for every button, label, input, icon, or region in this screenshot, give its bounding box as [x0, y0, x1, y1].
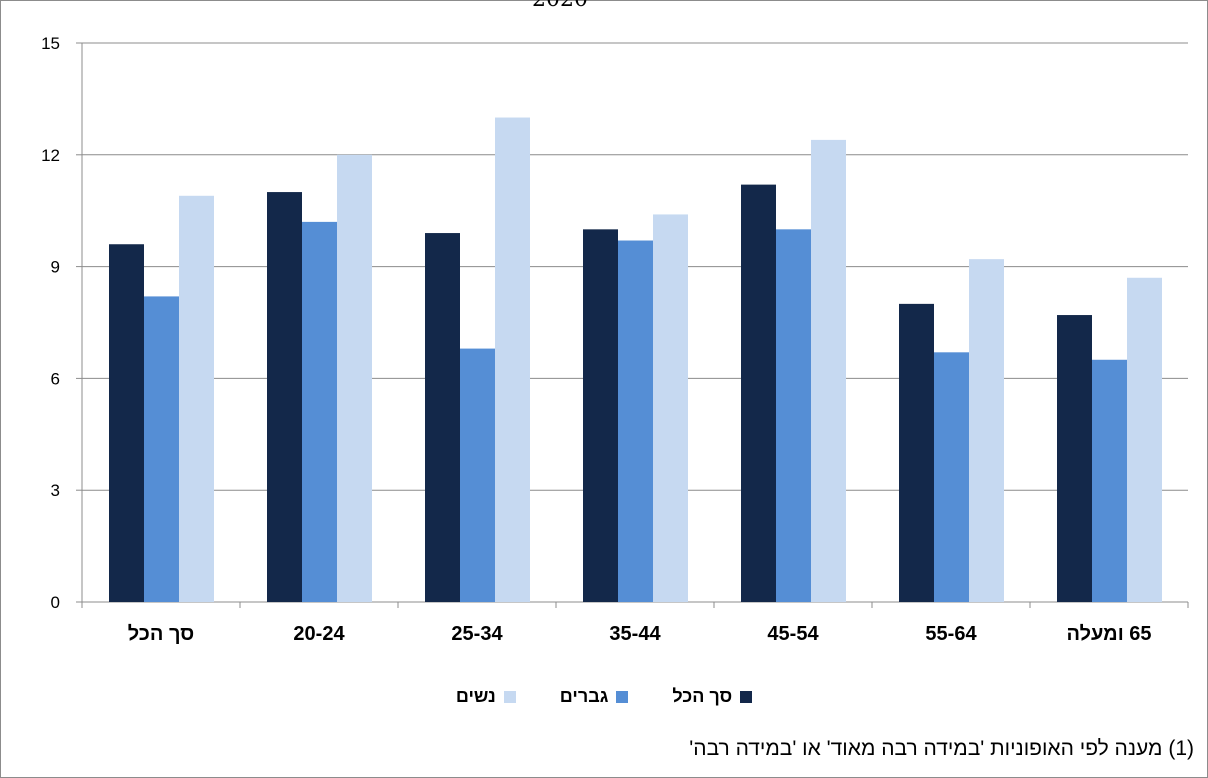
bar [899, 303, 934, 602]
x-tick-label: 55-64 [925, 623, 977, 645]
footnote: (1) מענה לפי האופוניות 'במידה רבה מאוד' … [689, 737, 1194, 760]
legend-swatch-women [503, 690, 516, 703]
legend-swatch-total [740, 690, 753, 703]
legend-swatch-men [616, 690, 629, 703]
bar [1127, 277, 1162, 602]
legend: סך הכל גברים נשים [0, 686, 1208, 707]
bar [776, 229, 811, 603]
bar [302, 221, 337, 602]
bar [653, 214, 688, 602]
y-tick-label: 12 [41, 146, 60, 165]
bar [144, 296, 179, 602]
bar [1092, 359, 1127, 602]
x-tick-label: סך הכל [128, 623, 194, 645]
x-tick-label: 20-24 [293, 623, 345, 645]
bar [934, 352, 969, 602]
bar [741, 184, 776, 602]
legend-label-total: סך הכל [672, 686, 733, 706]
bar-chart: 0 3 6 9 12 15 סך הכל 20-24 25-34 35-44 45-54 55-64 6… [41, 34, 1189, 645]
y-tick-label: 0 [51, 593, 60, 612]
legend-item-men: גברים [560, 686, 629, 707]
bar [1057, 315, 1092, 602]
legend-label-men: גברים [559, 686, 609, 706]
legend-item-total: סך הכל [672, 686, 753, 707]
y-tick-label: 6 [51, 369, 60, 388]
y-tick-label: 15 [41, 34, 60, 53]
chart-title: 2020 [460, 0, 660, 12]
x-tick-label: 45-54 [767, 623, 819, 645]
x-tick-label: 65 ומעלה [1066, 623, 1151, 645]
bar [109, 244, 144, 603]
bar [811, 139, 846, 603]
bar [583, 229, 618, 603]
bar [495, 117, 530, 603]
x-tick-label: 35-44 [609, 623, 661, 645]
bar [267, 192, 302, 603]
legend-item-women: נשים [456, 686, 516, 707]
bar [618, 240, 653, 602]
y-tick-label: 9 [51, 258, 60, 277]
bar [337, 154, 372, 603]
bar [460, 348, 495, 602]
x-tick-label: 25-34 [451, 623, 503, 645]
bars [109, 117, 1162, 603]
bar [425, 233, 460, 602]
bar [969, 259, 1004, 602]
y-tick-label: 3 [51, 481, 60, 500]
bar [179, 195, 214, 602]
legend-label-women: נשים [455, 686, 496, 706]
axis-labels: 0 3 6 9 12 15 סך הכל 20-24 25-34 35-44 45-54 55-64 6… [41, 34, 1151, 645]
